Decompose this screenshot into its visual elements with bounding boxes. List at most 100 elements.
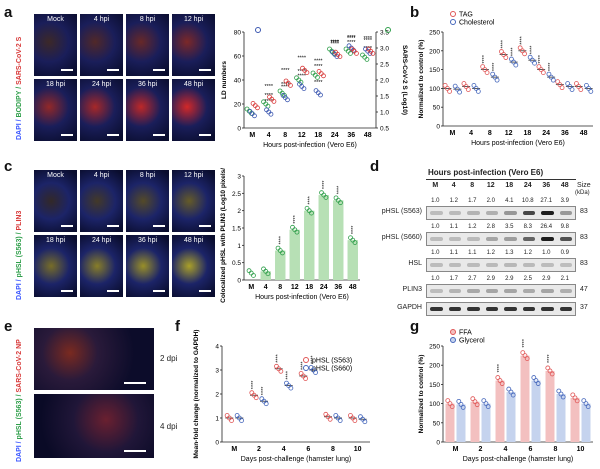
significance-stars: ****: [264, 84, 273, 90]
g-data-point: [445, 398, 451, 403]
c-plin3-text: PLIN3: [16, 210, 23, 231]
c-data-point: [275, 245, 281, 251]
significance-stars: ****: [264, 99, 273, 105]
blot-band: [448, 263, 461, 267]
a-data-point: [301, 86, 307, 91]
y-tick-label: 4: [215, 344, 219, 351]
y-tick-label: 20: [234, 102, 242, 109]
blot-band: [504, 211, 517, 215]
blot-row-label: GAPDH: [397, 304, 422, 311]
f-data-point: [259, 396, 265, 402]
significance-stars: ****: [330, 41, 339, 47]
blot-band: [485, 211, 498, 215]
b-data-point: [574, 81, 579, 86]
b-data-point: [540, 70, 546, 75]
panel-label-d: d: [370, 158, 380, 175]
f-data-point: [249, 390, 255, 396]
micrograph-label: 12 hpi: [183, 172, 204, 179]
b-data-point: [503, 55, 509, 60]
a-data-point: [315, 75, 320, 80]
c-bar: [347, 240, 358, 280]
a-spike-text: SARS-CoV-2 S: [16, 36, 23, 85]
significance-stars: ****: [261, 386, 267, 395]
a-data-point: [370, 50, 376, 56]
x-tick-label: 48: [349, 284, 357, 291]
x-axis-label: Days post-challenge (hamster lung): [241, 456, 352, 463]
band-quant: 2.9: [486, 276, 495, 282]
significance-stars: ****: [281, 82, 290, 88]
legend-marker: [450, 337, 456, 343]
c-data-point: [304, 205, 310, 211]
legend-ld-marker: [255, 27, 261, 33]
lane-label: M: [432, 182, 439, 189]
y-tick-label: 150: [429, 67, 440, 74]
c-micrograph-24-hpi: 24 hpi: [80, 235, 123, 297]
blot-band: [522, 263, 535, 267]
micrograph-label: 18 hpi: [45, 81, 66, 88]
y-tick-label: 100: [429, 401, 440, 408]
g-data-point: [495, 375, 501, 380]
significance-stars: ****: [547, 354, 553, 363]
a-micrograph-4-hpi: 4 hpi: [80, 14, 123, 76]
a-dapi-text: DAPI /: [16, 117, 23, 140]
g-data-point: [483, 401, 489, 406]
x-tick-label: 24: [542, 130, 550, 137]
g-data-point: [481, 398, 487, 403]
band-quant: 1.0: [431, 224, 440, 230]
b-data-point: [463, 84, 469, 89]
y-tick-label: 200: [429, 363, 440, 370]
g-data-point: [583, 401, 589, 406]
micrograph-label: 36 hpi: [137, 237, 158, 244]
blot-band: [541, 211, 554, 215]
lane-label: 18: [505, 182, 514, 189]
b-data-point: [550, 77, 556, 83]
x-tick-label: 4: [504, 446, 508, 453]
x-tick-label: 6: [529, 446, 533, 453]
b-data-point: [461, 81, 467, 86]
b-data-point: [548, 74, 554, 80]
e-row-label-2dpi: 2 dpi: [160, 354, 178, 363]
scale-bar: [124, 382, 146, 384]
band-quant: 1.7: [468, 198, 477, 204]
legend-label: pHSL (S563): [312, 358, 352, 365]
micrograph-label: 4 hpi: [93, 172, 110, 179]
x-tick-label: 36: [347, 132, 355, 139]
y-tick-label: 3: [237, 174, 241, 181]
x-tick-label: 48: [580, 130, 588, 137]
c-phsl-text: pHSL (S563) /: [16, 230, 23, 278]
micrograph-label: 24 hpi: [91, 81, 112, 88]
y-tick-label: 0.5: [232, 260, 241, 267]
blot-title-rule: [426, 179, 576, 180]
a-side-label: DAPI / BODIPY / SARS-CoV-2 S: [16, 37, 23, 140]
y2-tick-label: 3.5: [380, 30, 389, 37]
significance-stars: ****: [300, 361, 306, 370]
a-micrograph-36-hpi: 36 hpi: [126, 79, 169, 141]
band-quant: 8.3: [523, 224, 532, 230]
y2-tick-label: 3.0: [380, 46, 389, 53]
f-data-point: [234, 413, 240, 418]
c-dapi-text: DAPI /: [16, 277, 23, 300]
b-data-point: [490, 71, 496, 77]
x-axis-label: Days post-challenge (hamster lung): [463, 456, 574, 463]
g-data-point: [581, 398, 587, 403]
scale-bar: [61, 69, 73, 71]
g-bar: [445, 403, 455, 442]
g-data-point: [456, 398, 462, 404]
a-data-point: [318, 92, 323, 98]
g-data-point: [533, 378, 539, 383]
b-data-point: [499, 49, 504, 54]
significance-stars: ****: [347, 35, 356, 41]
legend-label: TAG: [459, 12, 473, 19]
f-data-point: [313, 370, 318, 375]
x-tick-label: 18: [305, 284, 313, 291]
e-side-label: DAPI / pHSL (S563) / SARS-CoV-2 NP: [16, 339, 23, 462]
a-micrograph-12-hpi: 12 hpi: [172, 14, 215, 76]
g-data-point: [460, 404, 466, 410]
band-quant: 1.2: [468, 224, 477, 230]
y2-tick-label: 1.0: [380, 110, 389, 117]
micrograph-label: Mock: [47, 172, 64, 179]
x-tick-label: 18: [523, 130, 531, 137]
c-micrograph-12-hpi: 12 hpi: [172, 170, 215, 232]
b-data-point: [480, 64, 486, 69]
f-data-point: [278, 368, 284, 374]
